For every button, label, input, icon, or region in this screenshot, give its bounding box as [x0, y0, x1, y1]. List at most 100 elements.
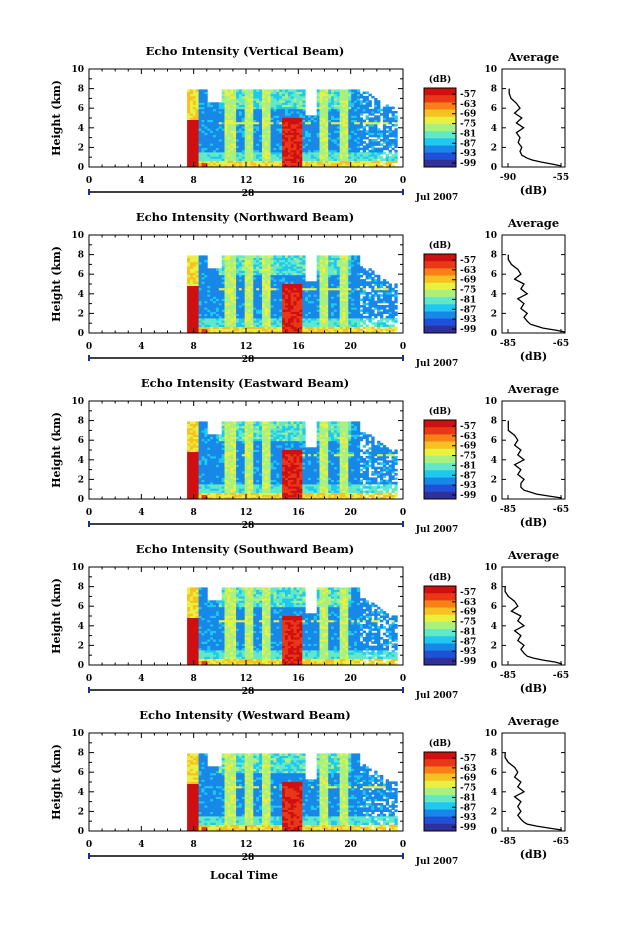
- heatmap-cell: [305, 149, 309, 153]
- heatmap-cell: [331, 119, 335, 123]
- heatmap-cell: [290, 151, 294, 155]
- heatmap-cell: [385, 324, 389, 327]
- heatmap-cell: [276, 121, 280, 125]
- heatmap-cell: [230, 123, 234, 127]
- heatmap-cell: [325, 95, 329, 99]
- heatmap-cell: [195, 113, 200, 116]
- heatmap-cell: [247, 102, 251, 105]
- heatmap-cell: [371, 145, 375, 148]
- heatmap-cell: [198, 100, 202, 103]
- heatmap-cell: [256, 123, 260, 127]
- heatmap-cell: [259, 95, 263, 99]
- average-x-label: (dB): [520, 184, 547, 197]
- heatmap-cell: [345, 117, 349, 120]
- heatmap-cell: [316, 113, 320, 116]
- heatmap-cell: [333, 143, 338, 146]
- heatmap-cell: [296, 93, 300, 97]
- heatmap-cell: [293, 158, 297, 161]
- colorbar-segment: [424, 311, 456, 319]
- heatmap-cell: [287, 100, 292, 103]
- heatmap-cell: [359, 95, 364, 99]
- heatmap-cell: [319, 147, 323, 151]
- heatmap-cell: [204, 102, 208, 105]
- heatmap-cell: [230, 162, 234, 166]
- heatmap-cell: [354, 102, 358, 105]
- heatmap-cell: [362, 95, 366, 99]
- heatmap-cell: [253, 98, 257, 101]
- heatmap-cell: [210, 126, 214, 129]
- heatmap-cell: [256, 139, 260, 142]
- heatmap-cell: [310, 281, 315, 284]
- heatmap-cell: [253, 132, 257, 136]
- heatmap-cell: [267, 106, 271, 110]
- heatmap-cell: [282, 151, 286, 155]
- heatmap-cell: [308, 128, 312, 131]
- colorbar-segment: [424, 318, 456, 327]
- heatmap-cell: [207, 154, 211, 157]
- heatmap-cell: [224, 98, 228, 101]
- heatmap-cell: [256, 89, 260, 92]
- heatmap-cell: [238, 154, 243, 157]
- heatmap-cell: [285, 147, 289, 151]
- heatmap-cell: [356, 136, 361, 140]
- heatmap-cell: [305, 115, 309, 118]
- heatmap-cell: [213, 117, 217, 120]
- colorbar-segment: [424, 109, 456, 117]
- heatmap-cell: [348, 95, 352, 99]
- heatmap-cell: [328, 145, 332, 148]
- heatmap-cell: [195, 110, 200, 114]
- heatmap-cell: [316, 98, 320, 101]
- heatmap-cell: [359, 156, 364, 159]
- heatmap-cell: [302, 106, 306, 110]
- heatmap-cell: [316, 160, 320, 164]
- heatmap-cell: [213, 151, 217, 155]
- heatmap-cell: [322, 139, 326, 142]
- heatmap-cell: [354, 128, 358, 131]
- heatmap-cell: [279, 100, 283, 103]
- heatmap-cell: [213, 123, 217, 127]
- heatmap-cell: [285, 98, 289, 101]
- heatmap-cell: [319, 128, 323, 131]
- heatmap-cell: [308, 132, 312, 136]
- heatmap-cell: [325, 106, 329, 110]
- heatmap-cell: [380, 298, 384, 302]
- heatmap-cell: [385, 134, 389, 138]
- heatmap-cell: [256, 151, 260, 155]
- x-tick-label: 0: [86, 176, 92, 186]
- heatmap-cell: [253, 115, 257, 118]
- heatmap-cell: [356, 108, 361, 112]
- heatmap-cell: [351, 104, 355, 108]
- heatmap-cell: [339, 162, 343, 166]
- heatmap-cell: [195, 162, 200, 166]
- heatmap-cell: [215, 154, 220, 157]
- heatmap-cell: [348, 110, 352, 114]
- heatmap-cell: [325, 160, 329, 164]
- heatmap-cell: [365, 162, 369, 166]
- heatmap-cell: [351, 128, 355, 131]
- heatmap-cell: [359, 151, 364, 155]
- heatmap-cell: [365, 104, 369, 108]
- heatmap-cell: [302, 132, 306, 136]
- heatmap-cell: [218, 160, 223, 164]
- heatmap-cell: [316, 130, 320, 133]
- heatmap-cell: [241, 98, 246, 101]
- heatmap-cell: [238, 106, 243, 110]
- heatmap-cell: [190, 147, 194, 151]
- heatmap-cell: [310, 115, 315, 118]
- heatmap-cell: [287, 145, 292, 148]
- heatmap-cell: [253, 108, 257, 112]
- heatmap-cell: [192, 143, 197, 146]
- heatmap-cell: [354, 89, 358, 92]
- heatmap-cell: [221, 128, 225, 131]
- heatmap-cell: [204, 130, 208, 133]
- heatmap-cell: [224, 93, 228, 97]
- heatmap-cell: [270, 100, 274, 103]
- heatmap-cell: [198, 119, 202, 123]
- heatmap-cell: [359, 100, 364, 103]
- heatmap-cell: [267, 141, 271, 144]
- heatmap-cell: [322, 104, 326, 108]
- heatmap-cell: [221, 98, 225, 101]
- heatmap-cell: [388, 126, 392, 129]
- heatmap-cell: [322, 106, 326, 110]
- heatmap-cell: [331, 149, 335, 153]
